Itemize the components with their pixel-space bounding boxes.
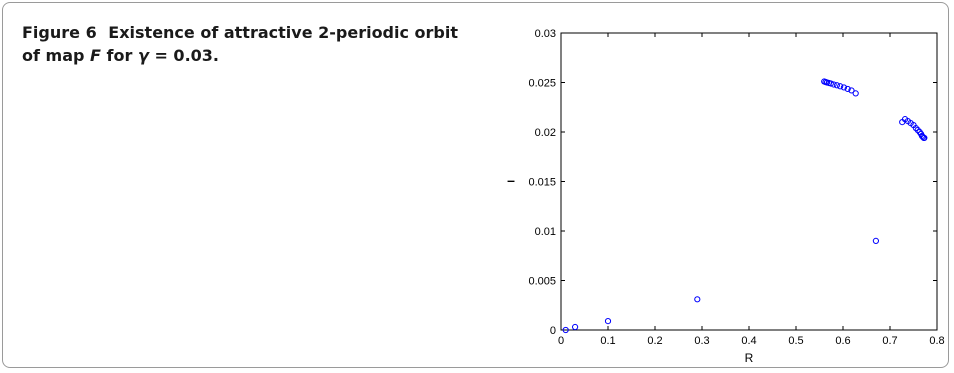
- figure-caption: Figure 6 Existence of attractive 2-perio…: [22, 21, 472, 67]
- y-tick-label: 0.03: [535, 28, 556, 40]
- data-point: [921, 134, 928, 142]
- y-tick-label: 0.005: [528, 276, 556, 288]
- data-point: [604, 317, 612, 325]
- data-point: [830, 81, 837, 88]
- data-point: [562, 326, 569, 334]
- data-point: [912, 124, 919, 132]
- x-tick-label: 0.7: [882, 335, 897, 347]
- data-point: [872, 237, 880, 244]
- x-axis-label: R: [745, 351, 754, 365]
- data-point: [572, 323, 579, 331]
- data-point: [919, 133, 927, 141]
- y-axis-label: –: [507, 172, 515, 188]
- data-point: [837, 83, 844, 90]
- y-tick-label: 0.01: [535, 226, 556, 238]
- figure-frame: [2, 2, 949, 368]
- y-tick-label: 0.02: [535, 127, 556, 139]
- x-tick-label: 0.5: [788, 335, 803, 347]
- data-point: [848, 87, 855, 94]
- data-point: [914, 126, 921, 134]
- y-axis-ticks: 0 0.005 0.01 0.015 0.02 0.025 0.03: [528, 28, 937, 337]
- caption-text-3: = 0.03.: [154, 46, 219, 65]
- data-point: [844, 85, 851, 93]
- data-point: [833, 82, 840, 89]
- caption-param-symbol: γ: [137, 46, 149, 65]
- y-tick-label: 0.025: [528, 78, 556, 90]
- x-tick-label: 0.1: [600, 335, 615, 347]
- y-tick-label: 0.015: [528, 177, 556, 189]
- x-tick-label: 0.2: [647, 335, 662, 347]
- data-point: [827, 80, 834, 87]
- y-tick-label: 0: [550, 325, 556, 337]
- caption-text-2: for: [106, 46, 133, 65]
- x-axis-ticks: 0 0.1 0.2 0.3 0.4 0.5 0.6 0.7 0.8: [558, 33, 945, 347]
- x-tick-label: 0.8: [929, 335, 944, 347]
- x-tick-label: 0.4: [741, 335, 756, 347]
- caption-map-symbol: F: [90, 46, 101, 65]
- data-point: [852, 90, 859, 97]
- x-tick-label: 0: [558, 335, 564, 347]
- data-points: [562, 78, 928, 334]
- plot-area: [560, 32, 938, 331]
- x-tick-label: 0.3: [694, 335, 709, 347]
- caption-text-1: Existence of attractive 2-periodic orbit…: [22, 23, 459, 65]
- data-point: [840, 84, 848, 91]
- data-point: [694, 296, 701, 303]
- x-tick-label: 0.6: [835, 335, 850, 347]
- figure-label: Figure 6: [22, 23, 97, 42]
